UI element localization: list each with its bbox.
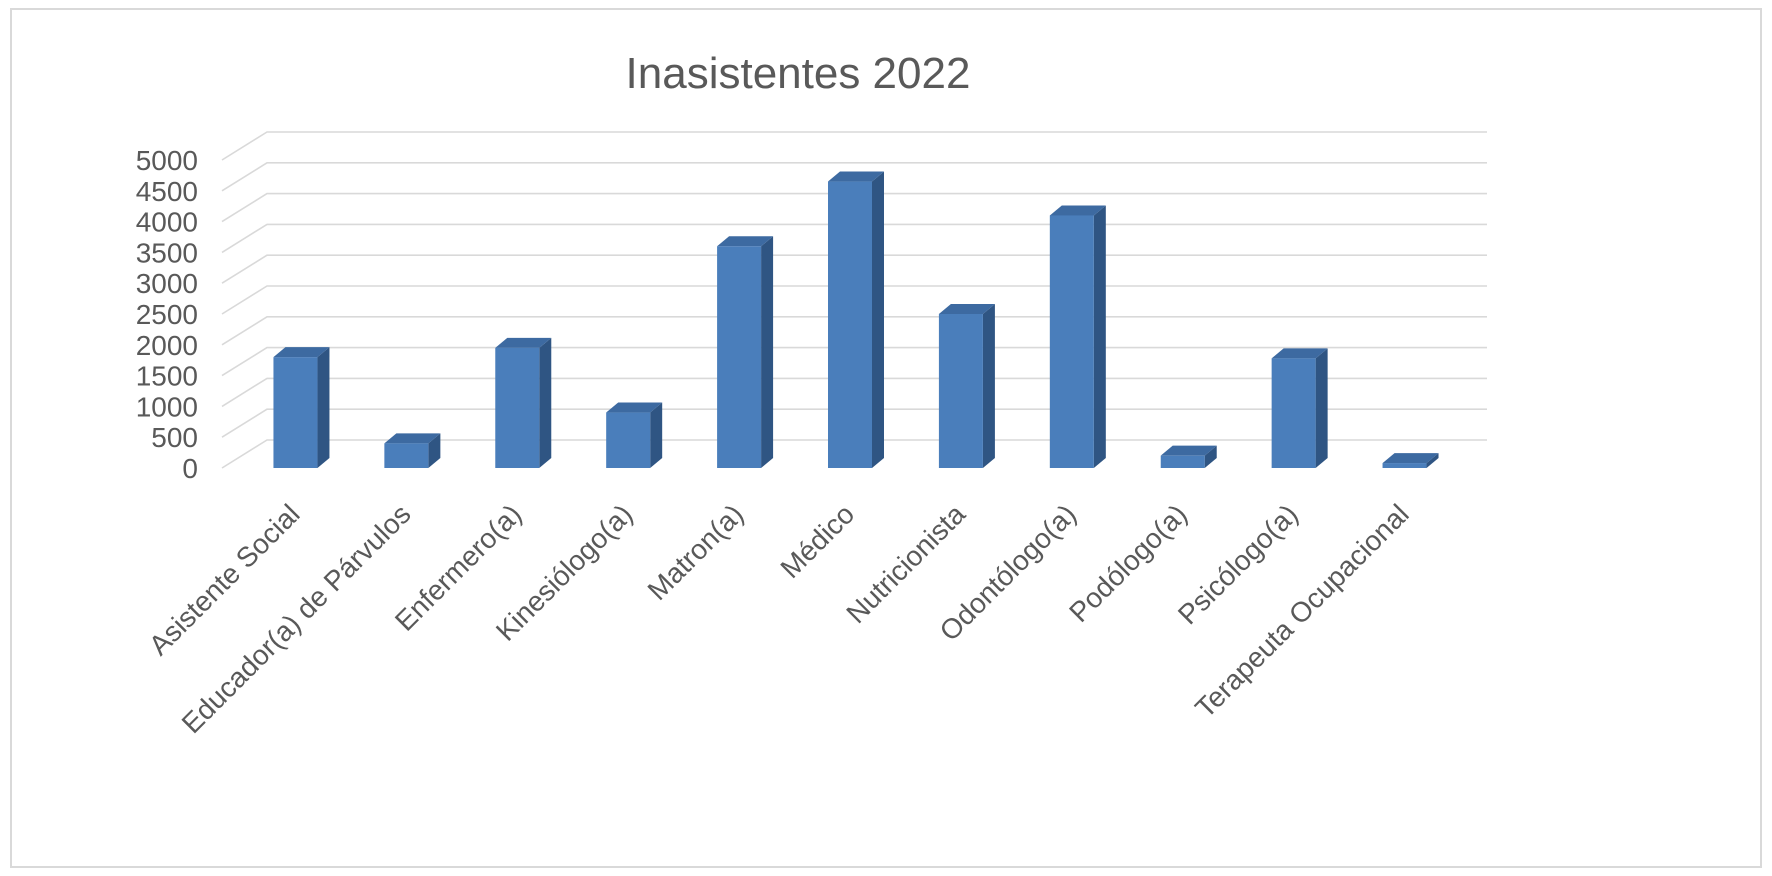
x-tick-label: Matron(a) [642, 498, 750, 606]
bar-top [1049, 205, 1106, 216]
bar [717, 236, 774, 468]
bars [273, 171, 1439, 468]
bar-side [650, 402, 663, 468]
bar [606, 402, 663, 468]
bar-side [539, 337, 552, 468]
bar-top [828, 171, 884, 182]
bar-front [606, 412, 651, 468]
bar-side [317, 347, 330, 468]
bar-side [761, 236, 774, 468]
bar-front [495, 347, 540, 468]
bar-side [1204, 445, 1217, 468]
x-tick-label: Terapeuta Ocupacional [1189, 498, 1415, 724]
bar-top [273, 347, 330, 358]
y-tick-label: 3000 [136, 268, 198, 299]
bar-front [273, 357, 318, 468]
y-tick-label: 1000 [136, 391, 198, 422]
y-tick-label: 4000 [136, 207, 198, 238]
bar-front [717, 246, 762, 468]
x-tick-label: Educador(a) de Párvulos [176, 498, 417, 739]
bar [938, 304, 995, 468]
bar [1271, 348, 1328, 468]
bar-side [428, 433, 441, 468]
bar-top [384, 433, 441, 444]
y-tick-label: 2000 [136, 330, 198, 361]
bar-front [1160, 455, 1205, 468]
bar-side [872, 171, 884, 468]
x-tick-label: Médico [774, 498, 860, 584]
chart-frame: Inasistentes 2022 0 500 1000 1500 2000 2500 30… [10, 8, 1762, 868]
bar-top [1271, 348, 1328, 359]
bar-side [982, 304, 995, 468]
gridline [221, 192, 1487, 223]
bar [273, 347, 330, 468]
bar-front [828, 181, 872, 468]
bar-chart: Inasistentes 2022 0500100015002000250030… [136, 49, 1487, 739]
bar-top [606, 402, 663, 413]
bar-side [1426, 453, 1439, 468]
bar [384, 433, 441, 468]
chart-title: Inasistentes 2022 [626, 49, 971, 98]
y-tick-label: 2500 [136, 299, 198, 330]
bar-front [1382, 463, 1427, 468]
bar-side [1093, 205, 1106, 468]
gridlines [221, 131, 1487, 469]
gridline [221, 131, 1487, 161]
bar [828, 171, 884, 468]
bar-front [938, 314, 983, 468]
bar-front [1271, 358, 1316, 468]
bar-top [938, 304, 995, 314]
bar [1382, 453, 1439, 468]
bar-top [495, 337, 552, 348]
bar-top [1160, 445, 1217, 456]
bar-top [1382, 453, 1439, 464]
y-tick-label: 0 [182, 453, 198, 484]
bar [1160, 445, 1217, 468]
y-tick-label: 3500 [136, 237, 198, 268]
y-tick-label: 5000 [136, 145, 198, 176]
bar-front [384, 443, 429, 468]
bar [495, 337, 552, 468]
bar-top [717, 236, 774, 247]
bar-front [1049, 215, 1094, 468]
y-tick-label: 500 [151, 422, 198, 453]
gridline [221, 162, 1487, 192]
y-tick-label: 4500 [136, 176, 198, 207]
y-tick-label: 1500 [136, 361, 198, 392]
bar-side [1315, 348, 1328, 468]
bar [1049, 205, 1106, 468]
